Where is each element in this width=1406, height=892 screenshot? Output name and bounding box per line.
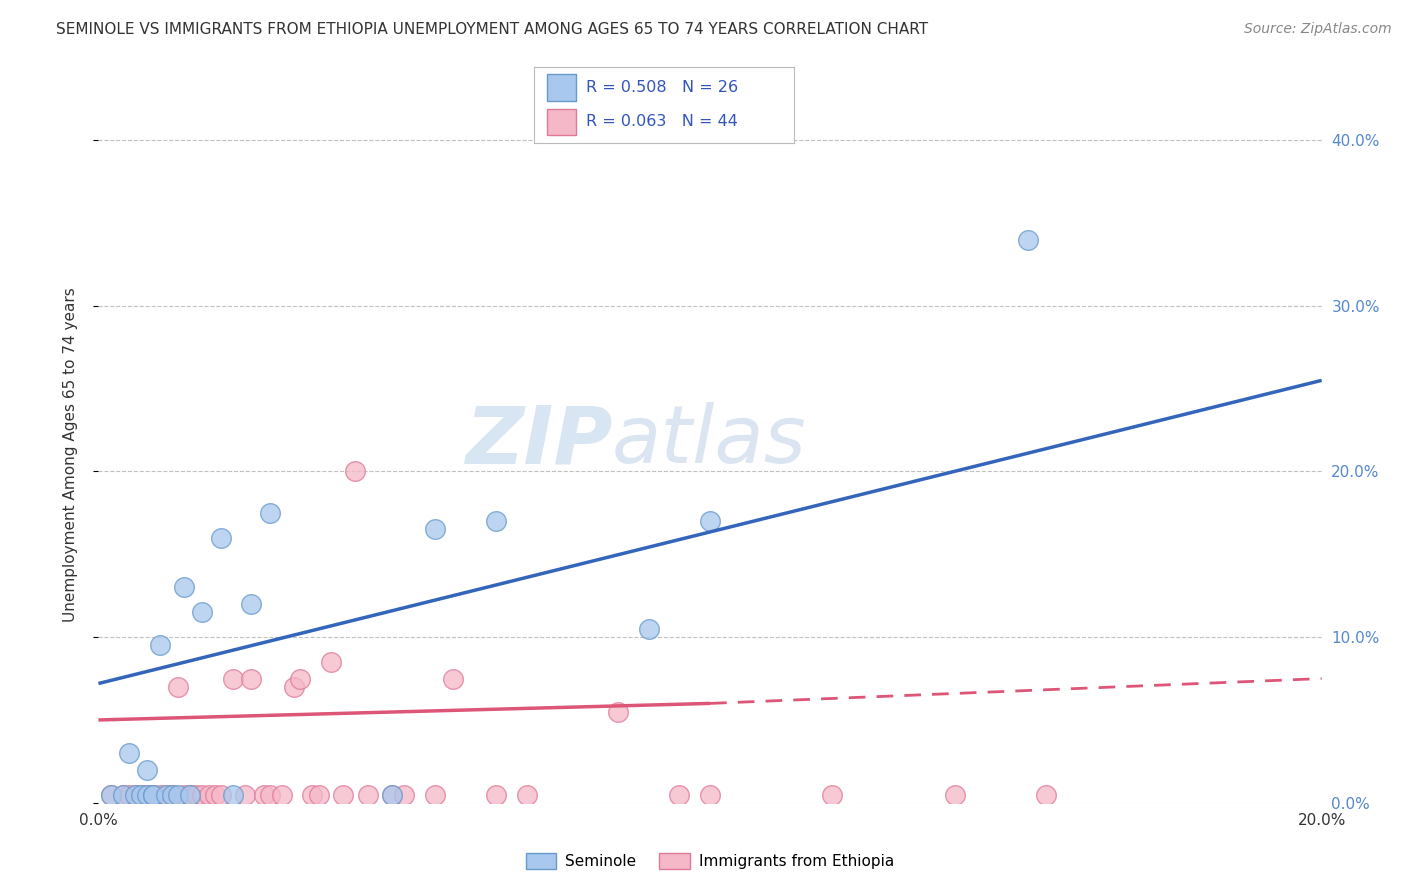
Point xyxy=(118,788,141,802)
Point xyxy=(142,788,165,802)
Point xyxy=(142,788,165,802)
Point xyxy=(259,788,281,802)
Point xyxy=(283,680,305,694)
Point xyxy=(179,788,201,802)
Point xyxy=(233,788,256,802)
Point xyxy=(129,788,152,802)
Point xyxy=(136,788,159,802)
Bar xyxy=(547,109,576,136)
Point xyxy=(356,788,378,802)
Point xyxy=(155,788,177,802)
Point xyxy=(270,788,292,802)
Point xyxy=(943,788,966,802)
Point xyxy=(308,788,330,802)
Point xyxy=(290,672,312,686)
Point xyxy=(344,465,367,479)
Point xyxy=(149,639,172,653)
Text: Source: ZipAtlas.com: Source: ZipAtlas.com xyxy=(1244,22,1392,37)
Point xyxy=(111,788,134,802)
Point xyxy=(607,705,630,719)
Point xyxy=(204,788,226,802)
Point xyxy=(392,788,416,802)
Point xyxy=(186,788,208,802)
Point xyxy=(319,655,342,669)
Point xyxy=(197,788,219,802)
Point xyxy=(668,788,690,802)
Point xyxy=(423,788,446,802)
Point xyxy=(160,788,183,802)
Point xyxy=(167,788,190,802)
Point xyxy=(441,672,464,686)
Point xyxy=(191,605,214,619)
Legend: Seminole, Immigrants from Ethiopia: Seminole, Immigrants from Ethiopia xyxy=(520,847,900,875)
Point xyxy=(136,788,159,802)
Point xyxy=(209,531,232,545)
Point xyxy=(222,788,245,802)
Point xyxy=(240,597,263,611)
Text: atlas: atlas xyxy=(612,402,807,480)
Point xyxy=(167,680,190,694)
Point xyxy=(485,514,508,528)
Text: SEMINOLE VS IMMIGRANTS FROM ETHIOPIA UNEMPLOYMENT AMONG AGES 65 TO 74 YEARS CORR: SEMINOLE VS IMMIGRANTS FROM ETHIOPIA UNE… xyxy=(56,22,928,37)
Point xyxy=(136,763,159,777)
Point xyxy=(100,788,122,802)
Point xyxy=(160,788,183,802)
Point xyxy=(699,514,721,528)
Point xyxy=(124,788,146,802)
Point xyxy=(516,788,538,802)
Point xyxy=(155,788,177,802)
Point xyxy=(485,788,508,802)
Text: R = 0.063   N = 44: R = 0.063 N = 44 xyxy=(586,114,738,129)
Point xyxy=(381,788,404,802)
Point xyxy=(699,788,721,802)
Point xyxy=(252,788,274,802)
Point xyxy=(1017,233,1039,247)
Point xyxy=(173,788,195,802)
Point xyxy=(637,622,661,636)
Point xyxy=(173,581,195,595)
Point xyxy=(332,788,354,802)
Y-axis label: Unemployment Among Ages 65 to 74 years: Unemployment Among Ages 65 to 74 years xyxy=(63,287,77,623)
Point xyxy=(100,788,122,802)
Point xyxy=(149,788,172,802)
Point xyxy=(118,746,141,760)
Point xyxy=(191,788,214,802)
Point xyxy=(209,788,232,802)
Bar xyxy=(547,75,576,101)
Point xyxy=(111,788,134,802)
Point xyxy=(1035,788,1057,802)
Point xyxy=(222,672,245,686)
Point xyxy=(124,788,146,802)
Text: R = 0.508   N = 26: R = 0.508 N = 26 xyxy=(586,80,738,95)
Point xyxy=(142,788,165,802)
Point xyxy=(259,506,281,520)
Text: ZIP: ZIP xyxy=(465,402,612,480)
Point xyxy=(423,523,446,537)
Point xyxy=(301,788,323,802)
Point xyxy=(821,788,844,802)
Point xyxy=(129,788,152,802)
Point xyxy=(381,788,404,802)
Point xyxy=(179,788,201,802)
Point xyxy=(240,672,263,686)
